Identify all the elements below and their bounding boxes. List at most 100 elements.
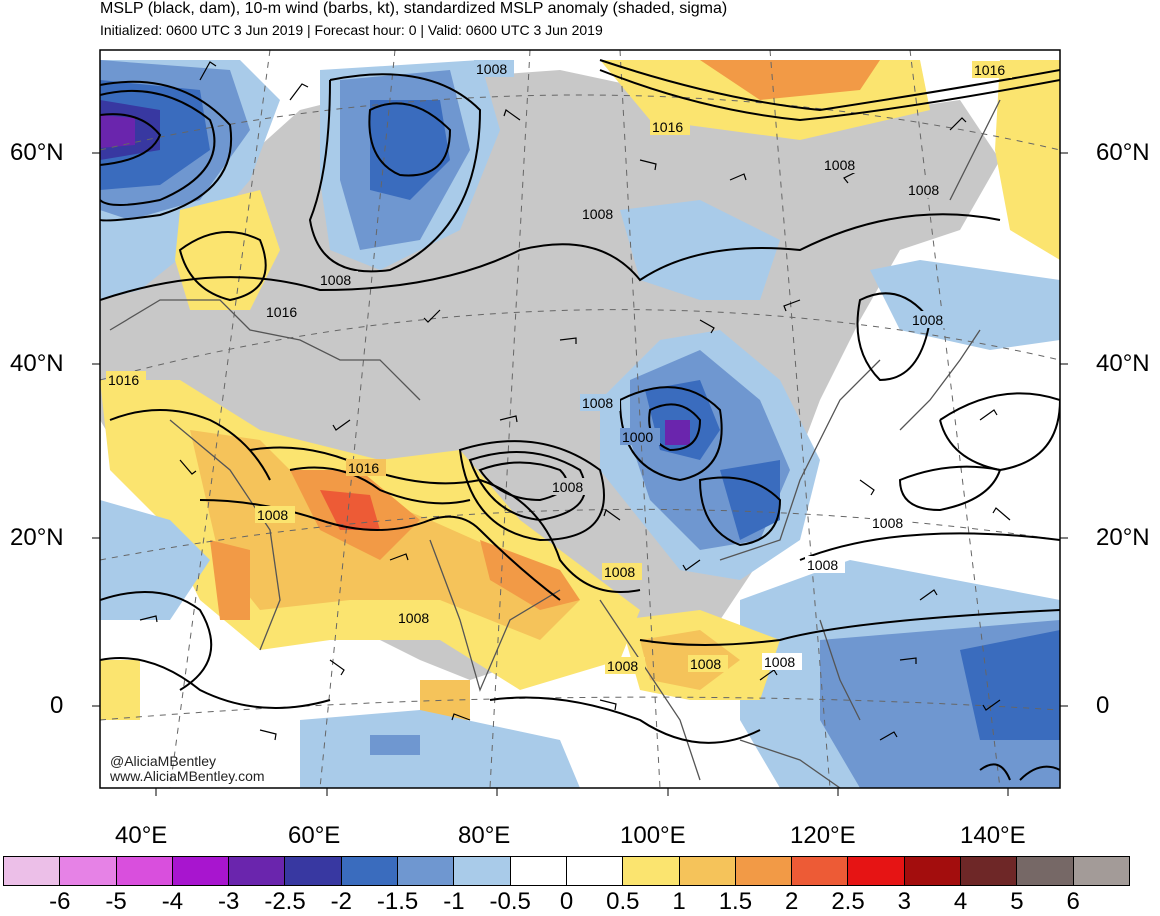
colorbar [3, 856, 1130, 886]
isobar-contour [979, 763, 1011, 781]
wind-barb [179, 459, 197, 475]
anomaly-blue-indian-ocean-dark [370, 735, 420, 755]
colorbar-swatch [115, 856, 173, 886]
colorbar-tick-label: -2.5 [264, 888, 306, 915]
graticule-meridian-100e [619, 50, 661, 788]
longitude-label-80e: 80°E [458, 822, 511, 849]
colorbar-swatch [622, 856, 680, 886]
wind-barb [699, 319, 715, 334]
colorbar-tick-label: 2.5 [831, 888, 865, 915]
colorbar-tick-label: 1 [672, 888, 686, 915]
isobar-contour [489, 696, 761, 744]
longitude-label-40e: 40°E [115, 822, 168, 849]
isobars [100, 59, 1060, 781]
isobar-label: 1008 [908, 182, 939, 198]
longitude-label-100e: 100°E [620, 822, 686, 849]
isobar-label: 1008 [257, 507, 288, 523]
colorbar-tick-label: 0.5 [606, 888, 640, 915]
isobar-contour [100, 80, 233, 222]
graticule-meridian-40e [169, 50, 271, 788]
isobar-label: 1008 [320, 272, 351, 288]
coastline-philippines [819, 619, 861, 721]
isobar-contour [939, 392, 1060, 472]
credit-text: @AliciaMBentley www.AliciaMBentley.com [110, 754, 265, 784]
graticule [100, 50, 1060, 788]
anomaly-yellow-east-africa [100, 660, 140, 720]
wind-barb [979, 409, 998, 421]
isobar-label: 1008 [582, 206, 613, 222]
coastlines [109, 99, 1001, 788]
anomaly-dark-blue-north [370, 100, 450, 200]
colorbar-tick-label: 5 [1010, 888, 1024, 915]
colorbar-tick-label: -0.5 [489, 888, 531, 915]
isobar-contour [100, 213, 1001, 301]
wind-barb [949, 117, 967, 131]
isobar-contour [599, 69, 1060, 122]
isobar-labels: 1008 1016 1016 1008 1008 1008 1008 1016 … [106, 60, 1012, 674]
wind-barb [982, 699, 1001, 711]
latitude-label-40n-right: 40°N [1096, 350, 1150, 377]
colorbar-tick-label: -1.5 [376, 888, 419, 915]
anomaly-deep-china [665, 420, 690, 445]
latitude-label-eq-right: 0 [1096, 692, 1110, 719]
colorbar-tick-label: 3 [897, 888, 911, 915]
wind-barb [451, 713, 471, 721]
graticule-parallel-60n [100, 94, 1060, 151]
isobar-label: 1000 [622, 429, 653, 445]
isobar-label: 1008 [476, 61, 507, 77]
wind-barb [329, 659, 345, 676]
isobar-contour [100, 591, 213, 691]
coastline-china [719, 359, 881, 561]
colorbar-swatch [340, 856, 399, 886]
isobar-label: 1008 [824, 157, 855, 173]
colorbar-swatch [509, 856, 567, 886]
coastline-kamchatka [949, 99, 1001, 201]
isobar-label: 1008 [807, 557, 838, 573]
colorbar-tick-label: -5 [105, 888, 127, 915]
anomaly-orange-north-arctic [700, 60, 880, 100]
latitude-label-eq-left: 0 [50, 692, 64, 719]
graticule-meridian-120e [769, 50, 831, 788]
anomaly-blue-indian-ocean [300, 710, 580, 788]
isobar-contour [639, 609, 1060, 646]
isobar-contour [468, 451, 586, 522]
colorbar-swatch [3, 856, 61, 886]
isobar-contour [368, 102, 452, 177]
isobar-contour [178, 231, 267, 302]
colorbar-swatch [791, 856, 849, 886]
latitude-label-60n-left: 60°N [10, 139, 64, 166]
wind-barb [199, 61, 217, 81]
graticule-meridian-60e [319, 50, 396, 788]
latitude-label-60n-right: 60°N [1096, 139, 1150, 166]
colorbar-tick-label: 6 [1066, 888, 1080, 915]
isobar-contour [1019, 765, 1060, 781]
colorbar-tick-label: 2 [785, 888, 799, 915]
wind-barb [729, 173, 747, 181]
colorbar-swatch [960, 856, 1018, 886]
colorbar-swatch [228, 856, 286, 886]
isobar-contour [100, 89, 216, 206]
colorbar-tick-label: 1.5 [718, 888, 753, 915]
wind-barb [879, 731, 898, 741]
isobar-label: 1008 [604, 564, 635, 580]
anomaly-dark-blue-pacific [960, 630, 1060, 740]
isobar-contour [698, 476, 782, 547]
colorbar-swatch [59, 856, 117, 886]
longitude-label-140e: 140°E [960, 822, 1026, 849]
longitude-label-60e: 60°E [288, 822, 341, 849]
isobar-contour [458, 440, 605, 542]
isobar-label: 1008 [912, 312, 943, 328]
longitude-label-120e: 120°E [790, 822, 856, 849]
wind-barb [603, 509, 621, 521]
colorbar-swatch [1072, 856, 1130, 886]
isobar-label: 1016 [348, 460, 379, 476]
anomaly-red-orange-iran [320, 490, 380, 530]
colorbar-tick-label: -1 [443, 888, 465, 915]
isobar-contour [308, 73, 482, 273]
coastline-japan [899, 329, 981, 431]
wind-barb [499, 415, 518, 423]
isobar-label: 1016 [108, 372, 139, 388]
wind-barb [992, 507, 1011, 521]
wind-barb [859, 479, 875, 496]
graticule-parallel-20n [100, 508, 1060, 561]
